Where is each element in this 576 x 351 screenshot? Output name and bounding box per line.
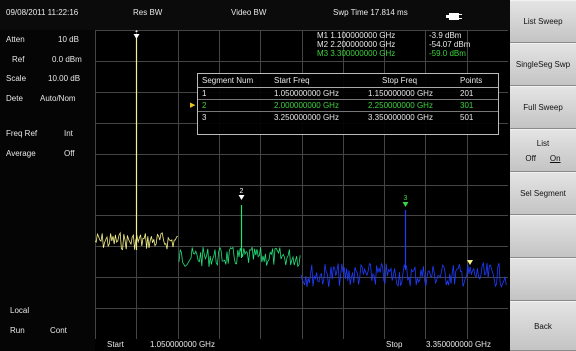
sweep-time: Swp Time 17.814 ms [333,8,408,17]
blank-softkey-2[interactable] [510,258,576,301]
minor-marker-icon [467,260,473,265]
segment-points: 201 [460,89,474,98]
list-on-option: On [549,153,561,163]
header-start-freq: Start Freq [274,76,310,85]
detect-value: Auto/Nom [40,94,76,103]
marker-m1-amp: -3.9 dBm [429,31,462,40]
local-label: Local [10,306,30,315]
atten-value: 10 dB [58,35,79,44]
segment-num: 1 [202,89,207,98]
marker-m3-freq: 3.300000000 GHz [330,49,396,58]
local-row: Local [6,306,92,315]
plot-marker-label: 3 [404,195,408,202]
segment-start: 2.000000000 GHz [274,101,339,110]
marker-m2-amp: -54.07 dBm [429,40,471,49]
segment-num: 2 [202,101,207,110]
list-off-option: Off [525,153,536,163]
segment-start: 3.250000000 GHz [274,113,339,122]
atten-row: Atten 10 dB [6,35,92,44]
battery-icon [446,8,462,26]
trace-segment-3 [300,261,507,289]
start-label: Start [107,340,124,349]
detect-label: Dete [6,94,23,103]
marker-m2-label: M2 [317,40,329,49]
average-row: Average Off [6,149,92,158]
marker-m1-freq: 1.100000000 GHz [330,31,396,40]
selected-segment-pointer-icon: ▶ [190,102,196,109]
header-stop-freq: Stop Freq [382,76,418,85]
marker-m3-label: M3 [317,49,329,58]
segment-row-3[interactable]: 3 3.250000000 GHz 3.350000000 GHz 501 [198,112,498,123]
segment-row-2-selected[interactable]: 2 2.000000000 GHz 2.250000000 GHz 301 [198,100,498,112]
marker-triangle-icon [238,195,245,200]
detect-row: Dete Auto/Nom [6,94,92,103]
softkey-panel: List Sweep SingleSeg Swp Full Sweep List… [510,0,576,351]
scale-row: Scale 10.00 dB [6,74,92,83]
average-value: Off [64,149,75,158]
run-value: Cont [50,326,67,335]
spectrum-traces [95,36,507,289]
segment-start: 1.050000000 GHz [274,89,339,98]
average-label: Average [6,149,36,158]
full-sweep-softkey[interactable]: Full Sweep [510,86,576,129]
list-toggle-softkey[interactable]: List Off On [510,129,576,172]
list-toggle-label: List [536,138,550,148]
marker-triangle-icon [402,202,409,207]
sel-segment-softkey[interactable]: Sel Segment [510,172,576,215]
segment-num: 3 [202,113,207,122]
marker-readout: M1 1.100000000 GHz -3.9 dBm M2 2.2000000… [317,31,470,58]
segment-points: 301 [460,101,474,110]
freq-ref-row: Freq Ref Int [6,129,92,138]
singleseg-sweep-softkey[interactable]: SingleSeg Swp [510,43,576,86]
plot-marker-label: 1 [135,30,139,34]
ref-value: 0.0 dBm [52,55,82,64]
frequency-bar: Start 1.050000000 GHz Stop 3.350000000 G… [95,339,510,351]
marker-m3-amp: -59.0 dBm [429,49,466,58]
freq-ref-value: Int [64,129,73,138]
blank-softkey-1[interactable] [510,215,576,258]
marker-m1-label: M1 [317,31,329,40]
ref-label: Ref [12,55,25,64]
settings-panel: Atten 10 dB Ref 0.0 dBm Scale 10.00 dB D… [0,30,95,351]
header-segment-num: Segment Num [202,76,254,85]
stop-label: Stop [386,340,403,349]
scale-value: 10.00 dB [48,74,81,83]
run-row: Run Cont [6,326,92,335]
marker-m2-freq: 2.200000000 GHz [330,40,396,49]
header-points: Points [460,76,483,85]
stop-freq-value: 3.350000000 GHz [426,340,491,349]
plot-markers: 1 2 3 [133,30,473,265]
back-softkey[interactable]: Back [510,301,576,351]
segment-points: 501 [460,113,474,122]
start-freq-value: 1.050000000 GHz [150,340,215,349]
segment-table: Segment Num Start Freq Stop Freq Points … [197,73,499,135]
segment-table-header: Segment Num Start Freq Stop Freq Points [198,75,498,88]
marker-m3-readout: M3 3.300000000 GHz -59.0 dBm [317,49,466,58]
segment-row-1[interactable]: 1 1.050000000 GHz 1.150000000 GHz 201 [198,88,498,100]
status-bar: 09/08/2011 11:22:16 Res BW Video BW Swp … [0,0,510,30]
video-bw-label: Video BW [231,8,267,17]
marker-m2-readout: M2 2.200000000 GHz -54.07 dBm [317,40,470,49]
ref-row: Ref 0.0 dBm [6,55,92,64]
plot-marker-label: 2 [240,188,244,195]
marker-m1-readout: M1 1.100000000 GHz -3.9 dBm [317,31,461,40]
datetime: 09/08/2011 11:22:16 [6,8,79,17]
trace-segment-2 [178,246,301,268]
res-bw-label: Res BW [133,8,163,17]
marker-triangle-icon [133,34,140,39]
list-sweep-softkey[interactable]: List Sweep [510,0,576,43]
freq-ref-label: Freq Ref [6,129,38,138]
atten-label: Atten [6,35,25,44]
scale-label: Scale [6,74,27,83]
segment-stop: 2.250000000 GHz [368,101,433,110]
segment-stop: 3.350000000 GHz [368,113,433,122]
segment-stop: 1.150000000 GHz [368,89,433,98]
run-label: Run [10,326,25,335]
